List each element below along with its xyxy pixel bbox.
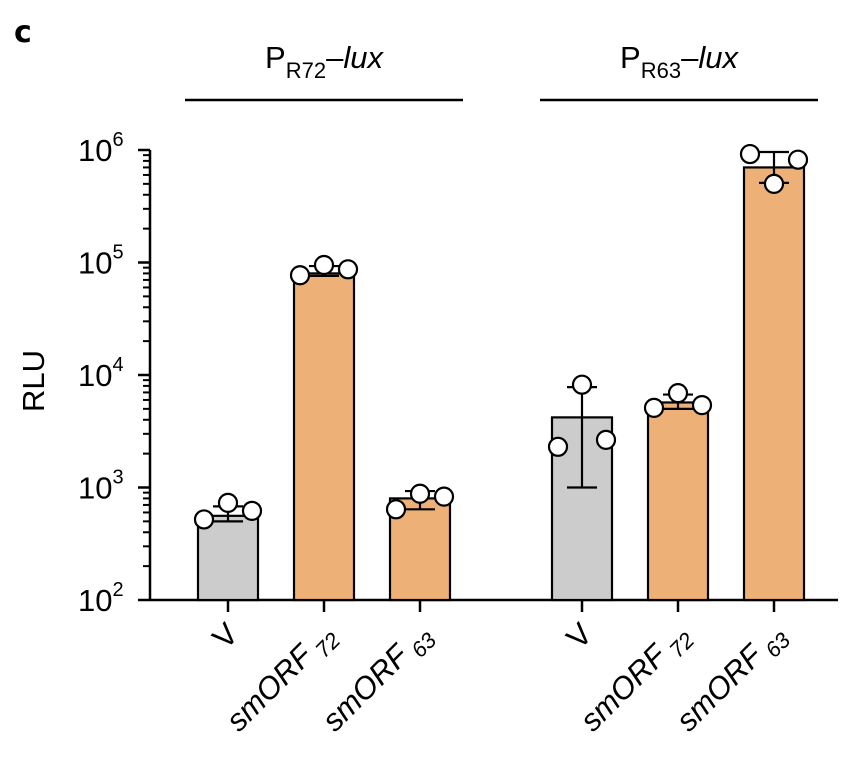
group-titles: PR72–lux PR63–lux [185, 40, 818, 102]
x-tick-subscript: 72 [310, 628, 345, 663]
data-point [433, 486, 455, 507]
group-title-reporter: lux [698, 40, 739, 75]
data-point [313, 254, 335, 276]
y-tick-exponent: 5 [112, 242, 123, 264]
x-tick-subscript: 72 [664, 628, 699, 663]
x-tick-subscript: 63 [760, 627, 796, 663]
y-tick-base: 10 [78, 471, 112, 506]
y-tick-label: 106 [78, 129, 124, 168]
y-tick-exponent: 6 [112, 129, 123, 151]
data-point [289, 265, 311, 286]
y-tick-label: 105 [78, 242, 124, 281]
y-tick-base: 10 [78, 133, 112, 168]
data-point [385, 499, 407, 520]
x-tick-label: V [206, 616, 246, 656]
group-title-subscript: R72 [286, 58, 326, 83]
bar [742, 166, 806, 602]
data-point [643, 397, 665, 418]
x-tick-label: V [560, 616, 600, 656]
data-point [739, 143, 761, 165]
bar [646, 401, 710, 602]
y-tick-base: 10 [78, 583, 112, 618]
y-tick-base: 10 [78, 358, 112, 393]
y-tick-exponent: 2 [112, 579, 123, 601]
bar [292, 272, 356, 602]
x-tick-category: V [560, 616, 600, 656]
x-tick-category: smORF [219, 636, 321, 738]
x-tick-category: V [206, 616, 246, 656]
x-tick-subscript: 63 [406, 627, 442, 663]
group-title-dash: – [326, 40, 344, 75]
group-title-reporter: lux [343, 40, 384, 75]
y-tick-base: 10 [78, 246, 112, 281]
group-title: PR63–lux [620, 40, 739, 83]
panel-letter: c [14, 15, 32, 50]
y-tick-label: 102 [78, 579, 124, 618]
data-point [571, 374, 593, 395]
data-points [193, 143, 809, 530]
data-point [193, 509, 215, 530]
y-tick-label: 104 [78, 354, 124, 393]
group-title-main: P [265, 40, 286, 75]
data-point [763, 173, 785, 194]
data-point [595, 429, 617, 450]
data-point [241, 500, 263, 521]
group-title-main: P [620, 40, 641, 75]
bar [196, 514, 260, 602]
data-point [691, 395, 713, 416]
data-point [667, 383, 689, 404]
group-title-subscript: R63 [641, 58, 681, 83]
bars [196, 166, 806, 602]
y-tick-exponent: 3 [112, 467, 123, 489]
data-point [217, 492, 239, 513]
data-point [337, 259, 359, 280]
data-point [547, 436, 569, 457]
x-tick-category: smORF [573, 636, 675, 738]
y-tick-label: 103 [78, 467, 124, 506]
data-point [409, 483, 431, 504]
y-axis-label: RLU [16, 350, 51, 412]
group-title: PR72–lux [265, 40, 384, 83]
data-point [787, 149, 809, 170]
y-tick-exponent: 4 [112, 354, 123, 376]
group-title-dash: – [681, 40, 699, 75]
